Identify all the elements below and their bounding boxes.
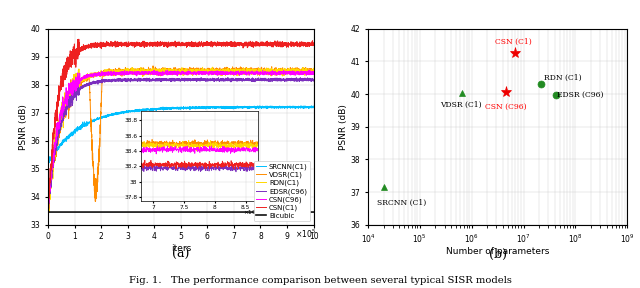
X-axis label: Number of parameters: Number of parameters (446, 247, 549, 256)
CSN(C96) (164, 68, 172, 72)
RDN(C1) (44, 210, 52, 213)
VDSR(C1) (74, 84, 82, 87)
EDSR(C96) (276, 77, 284, 80)
Text: EDSR (C96): EDSR (C96) (557, 91, 604, 99)
CSN(C96) (74, 82, 82, 85)
Y-axis label: PSNR (dB): PSNR (dB) (339, 104, 348, 150)
RDN(C1) (209, 65, 216, 69)
CSN(C1) (146, 41, 154, 44)
CSN(C1) (305, 43, 312, 46)
EDSR(C96) (157, 79, 165, 82)
VDSR(C1) (276, 68, 284, 71)
Line: EDSR(C96): EDSR(C96) (48, 77, 314, 211)
Line: RDN(C1): RDN(C1) (48, 67, 314, 213)
CSN(C1) (75, 37, 83, 41)
EDSR(C96) (44, 209, 52, 213)
RDN(C1) (146, 72, 154, 75)
CSN(C96) (44, 204, 52, 208)
SRCNN(C1) (90, 120, 98, 124)
EDSR(C96) (224, 76, 232, 79)
Text: VDSR (C1): VDSR (C1) (440, 101, 482, 109)
SRCNN(C1) (146, 107, 154, 111)
SRCNN(C1) (157, 107, 165, 111)
Bicubic (157, 210, 165, 214)
EDSR(C96) (146, 79, 154, 82)
SRCNN(C1) (44, 162, 52, 165)
RDN(C1) (74, 68, 82, 72)
Text: RDN (C1): RDN (C1) (544, 74, 582, 82)
RDN(C1) (305, 71, 312, 74)
SRCNN(C1) (310, 105, 317, 108)
RDN(C1) (276, 69, 284, 72)
VDSR(C1) (310, 69, 317, 72)
Bicubic (90, 210, 98, 214)
Bicubic (310, 210, 317, 214)
CSN(C96) (146, 72, 154, 75)
Y-axis label: PSNR (dB): PSNR (dB) (19, 104, 28, 150)
EDSR(C96) (310, 79, 317, 82)
CSN(C96) (44, 210, 52, 213)
Text: SRCNN (C1): SRCNN (C1) (377, 199, 426, 207)
Text: (a): (a) (172, 248, 189, 261)
SRCNN(C1) (74, 126, 82, 129)
Bicubic (44, 210, 52, 214)
VDSR(C1) (157, 69, 165, 72)
VDSR(C1) (44, 205, 52, 208)
CSN(C96) (305, 72, 312, 75)
Text: $\times10^5$: $\times10^5$ (295, 228, 316, 240)
SRCNN(C1) (44, 162, 52, 165)
CSN(C1) (74, 50, 82, 53)
CSN(C1) (310, 42, 317, 45)
Line: SRCNN(C1): SRCNN(C1) (48, 106, 314, 163)
CSN(C96) (90, 73, 98, 77)
SRCNN(C1) (305, 106, 312, 109)
VDSR(C1) (44, 198, 52, 201)
EDSR(C96) (305, 78, 312, 82)
Text: CSN (C1): CSN (C1) (495, 38, 532, 46)
CSN(C1) (44, 209, 52, 213)
VDSR(C1) (146, 70, 154, 74)
EDSR(C96) (90, 82, 98, 85)
CSN(C1) (44, 206, 52, 209)
CSN(C1) (276, 42, 284, 45)
Text: Fig. 1.   The performance comparison between several typical SISR models: Fig. 1. The performance comparison betwe… (129, 276, 511, 285)
Line: VDSR(C1): VDSR(C1) (48, 66, 314, 206)
VDSR(C1) (305, 68, 312, 71)
Text: CSN (C96): CSN (C96) (485, 103, 527, 111)
VDSR(C1) (90, 183, 98, 187)
Text: (b): (b) (488, 248, 507, 261)
CSN(C96) (157, 72, 165, 75)
CSN(C1) (157, 43, 165, 47)
Bicubic (305, 210, 312, 214)
Line: CSN(C1): CSN(C1) (48, 39, 314, 211)
SRCNN(C1) (308, 104, 316, 108)
SRCNN(C1) (276, 105, 284, 109)
CSN(C96) (310, 72, 317, 76)
X-axis label: iters: iters (171, 244, 191, 253)
RDN(C1) (310, 71, 317, 75)
CSN(C96) (276, 71, 284, 75)
Bicubic (146, 210, 154, 214)
Line: CSN(C96): CSN(C96) (48, 70, 314, 212)
RDN(C1) (44, 212, 52, 215)
Bicubic (276, 210, 284, 214)
VDSR(C1) (149, 64, 157, 68)
RDN(C1) (90, 74, 98, 77)
RDN(C1) (157, 71, 165, 74)
CSN(C1) (90, 45, 98, 49)
Bicubic (74, 210, 82, 214)
EDSR(C96) (74, 90, 82, 93)
Legend: SRCNN(C1), VDSR(C1), RDN(C1), EDSR(C96), CSN(C96), CSN(C1), Bicubic: SRCNN(C1), VDSR(C1), RDN(C1), EDSR(C96),… (254, 161, 310, 221)
